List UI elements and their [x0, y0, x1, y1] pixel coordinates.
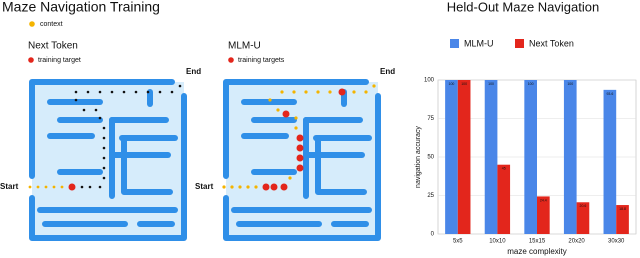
legend-label: MLM-U [464, 38, 494, 48]
bar [497, 164, 511, 234]
value-label: 100 [567, 82, 573, 86]
y-tick-label: 0 [431, 232, 435, 238]
panel-title: MLM-U [228, 41, 261, 52]
end-label: End [380, 67, 395, 76]
target-legend: training target [38, 57, 81, 64]
x-tick-label: 15x15 [529, 239, 546, 245]
y-tick-label: 50 [427, 155, 434, 161]
x-tick-label: 20x20 [568, 239, 585, 245]
value-label: 20.6 [580, 204, 587, 208]
legend-swatch [515, 39, 524, 48]
y-tick-label: 75 [427, 116, 434, 122]
chart-title: Held-Out Maze Navigation [447, 0, 599, 14]
value-label: 100 [488, 82, 494, 86]
x-axis-label: maze complexity [507, 247, 567, 256]
value-label: 100 [528, 82, 534, 86]
training-title: Maze Navigation Training [2, 0, 160, 15]
target-swatch [28, 57, 34, 63]
value-label: 45 [502, 167, 506, 171]
bar [484, 80, 498, 234]
context-legend: context [40, 21, 63, 28]
legend-label: Next Token [529, 38, 574, 48]
y-tick-label: 100 [424, 78, 435, 84]
bar [537, 196, 550, 234]
bar [576, 202, 590, 234]
end-label: End [186, 67, 201, 76]
bar [524, 80, 537, 234]
value-label: 24.4 [540, 198, 547, 202]
maze-next-token: Next Token training target End Start [0, 41, 201, 238]
value-label: 100 [449, 82, 455, 86]
bar [445, 80, 458, 234]
bar [603, 89, 617, 234]
panel-title: Next Token [28, 41, 78, 52]
x-tick-label: 10x10 [489, 239, 506, 245]
y-axis-label: navigation accuracy [415, 126, 422, 188]
value-label: 18.8 [619, 207, 626, 211]
start-label: Start [195, 182, 214, 191]
maze-mlm-u: MLM-U training targets End Start [195, 41, 395, 238]
x-tick-label: 5x5 [453, 239, 463, 245]
y-tick-label: 25 [427, 193, 434, 199]
bar [563, 80, 577, 234]
legend-swatch [450, 39, 459, 48]
context-swatch [29, 21, 35, 27]
value-label: 100 [461, 82, 467, 86]
target-legend: training targets [238, 57, 285, 64]
bar [457, 80, 471, 234]
value-label: 93.6 [606, 92, 613, 96]
x-tick-label: 30x30 [608, 239, 625, 245]
target-swatch [228, 57, 234, 63]
bar [616, 205, 629, 234]
start-label: Start [0, 182, 19, 191]
